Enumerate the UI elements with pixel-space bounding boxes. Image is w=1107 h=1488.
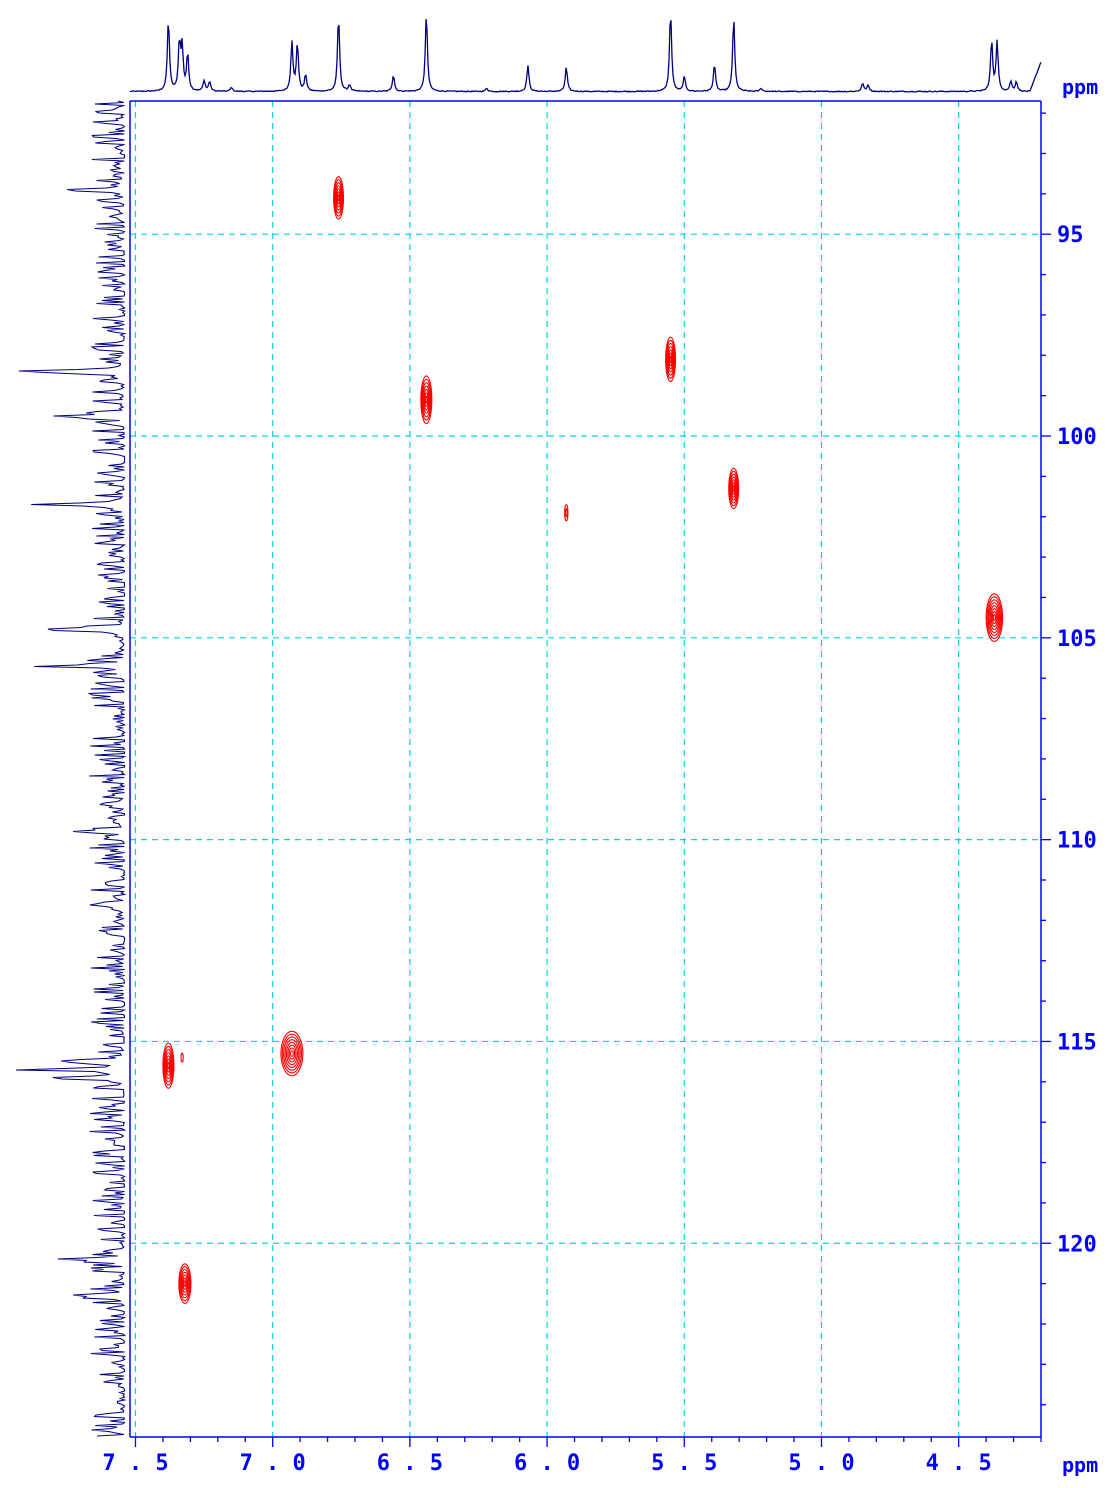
contour-level — [163, 1048, 173, 1083]
cross-peak — [564, 504, 569, 522]
x-tick-label: 6 . 5 — [377, 1451, 443, 1476]
y-tick-label: 110 — [1057, 829, 1097, 854]
cross-peak — [280, 1030, 304, 1077]
x-tick-label: 6 . 0 — [514, 1451, 580, 1476]
contour-level — [728, 470, 739, 507]
cross-peak — [180, 1052, 184, 1063]
contour-level — [334, 182, 343, 214]
y-tick-label: 105 — [1057, 627, 1097, 652]
y-tick-label: 115 — [1057, 1030, 1097, 1055]
cross-peak — [162, 1042, 175, 1089]
y-tick-label: 95 — [1057, 223, 1084, 248]
contour-level — [162, 1042, 175, 1089]
y-axis-unit-label: ppm — [1062, 75, 1098, 99]
cross-peak — [178, 1263, 192, 1304]
contour-level — [165, 1055, 172, 1076]
cross-peak — [333, 176, 345, 220]
contour-level — [989, 605, 1000, 631]
contour-level — [163, 1045, 174, 1086]
contour-level — [183, 1280, 187, 1287]
contour-level — [667, 349, 674, 370]
contour-level — [665, 339, 676, 379]
contour-level — [730, 476, 738, 501]
contour-level — [564, 504, 569, 522]
contour-level — [729, 473, 738, 504]
cross-peak — [728, 467, 740, 510]
x-tick-label: 4 . 5 — [926, 1451, 992, 1476]
contour-level — [422, 385, 431, 414]
contour-level — [666, 342, 675, 376]
contour-level — [289, 1050, 294, 1057]
contour-level — [335, 185, 342, 211]
contour-level — [564, 508, 568, 518]
contour-level — [180, 1271, 189, 1296]
contour-level — [728, 467, 740, 510]
x-axis-ticks: 7 . 5 7 . 0 6 . 5 6 . 0 5 . 5 5 . 0 4 . 5 — [102, 1437, 1042, 1476]
contour-level — [180, 1268, 190, 1299]
contour-level — [731, 479, 737, 498]
contour-level — [669, 355, 672, 364]
y-tick-label: 120 — [1057, 1232, 1097, 1257]
contour-level — [421, 378, 432, 421]
contour-level — [179, 1266, 191, 1302]
x-tick-label: 7 . 5 — [102, 1451, 168, 1476]
contour-level — [667, 346, 674, 373]
contour-level — [280, 1030, 304, 1077]
contour-level — [283, 1036, 301, 1071]
contour-level — [167, 1061, 170, 1070]
contour-level — [285, 1041, 298, 1066]
contour-level — [986, 596, 1003, 640]
contour-level — [991, 611, 997, 625]
contour-level — [337, 194, 340, 202]
cross-peak — [665, 336, 677, 383]
carbon-projection-trace — [15, 100, 127, 1437]
contour-level — [181, 1274, 189, 1293]
contour-level — [988, 602, 1001, 634]
contour-level — [166, 1058, 171, 1073]
contour-level — [336, 191, 341, 205]
contour-level — [423, 388, 430, 411]
contour-level — [178, 1263, 192, 1304]
contour-level — [333, 179, 344, 217]
proton-projection-trace — [129, 19, 1042, 93]
grid-lines — [130, 101, 1041, 1437]
contour-level — [284, 1039, 300, 1068]
contour-level — [287, 1044, 297, 1063]
contour-level — [281, 1033, 303, 1074]
contour-level — [182, 1277, 188, 1290]
contour-level — [985, 593, 1004, 643]
contour-level — [288, 1047, 296, 1060]
x-tick-label: 5 . 0 — [788, 1451, 854, 1476]
contour-level — [425, 395, 428, 404]
x-tick-label: 7 . 0 — [240, 1451, 306, 1476]
contour-level — [421, 382, 431, 418]
carbon-projection — [15, 100, 127, 1437]
cross-peaks — [162, 176, 1004, 1304]
contour-level — [424, 392, 429, 408]
contour-level — [420, 375, 433, 425]
contour-level — [335, 188, 342, 208]
contour-level — [164, 1052, 173, 1080]
contour-level — [990, 608, 998, 628]
contour-level — [668, 352, 673, 367]
y-axis-ticks: 95 100 105 110 115 120 — [1041, 112, 1097, 1406]
contour-level — [987, 599, 1002, 637]
contour-level — [731, 482, 736, 495]
cross-peak — [420, 375, 433, 425]
contour-level — [732, 485, 735, 492]
contour-level — [665, 336, 677, 383]
cross-peak — [985, 593, 1004, 643]
proton-projection — [129, 19, 1042, 93]
contour-level — [180, 1052, 184, 1063]
contour-level — [992, 614, 996, 622]
contour-level — [333, 176, 345, 220]
y-tick-label: 100 — [1057, 425, 1097, 450]
plot-frame — [129, 100, 1042, 1438]
x-axis-unit-label: ppm — [1062, 1453, 1098, 1477]
x-tick-label: 5 . 5 — [651, 1451, 717, 1476]
